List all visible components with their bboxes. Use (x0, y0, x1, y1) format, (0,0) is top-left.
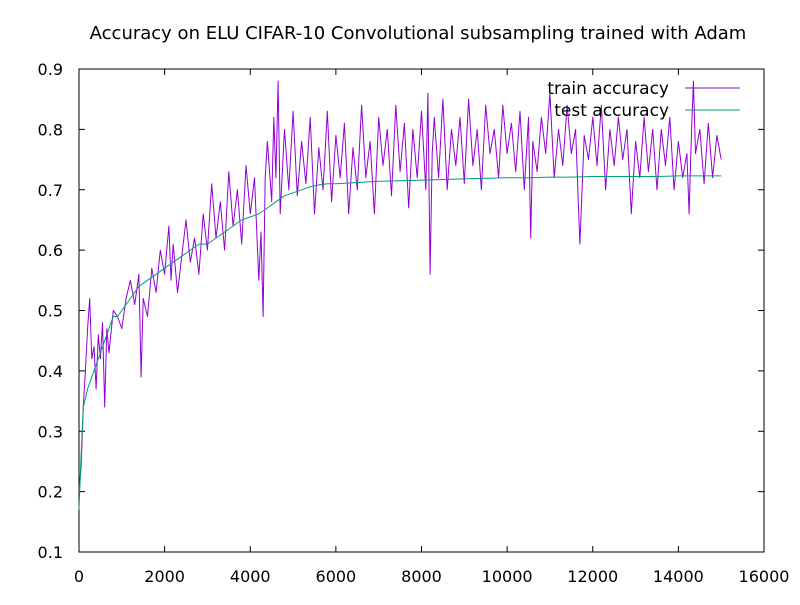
series-layer (78, 80, 722, 510)
x-tick-label: 2000 (144, 567, 185, 586)
x-tick-label: 0 (74, 567, 84, 586)
y-tick-label: 0.3 (38, 422, 63, 441)
y-tick-label: 0.1 (38, 543, 63, 562)
y-tick-label: 0.8 (38, 120, 63, 139)
legend-label-1: test accuracy (554, 101, 669, 121)
x-tick-label: 4000 (230, 567, 271, 586)
x-tick-label: 10000 (482, 567, 533, 586)
y-tick-label: 0.9 (38, 60, 63, 79)
y-tick-label: 0.4 (38, 362, 63, 381)
y-tick-label: 0.7 (38, 181, 63, 200)
x-tick-label: 8000 (401, 567, 442, 586)
series-line-1 (78, 175, 722, 510)
y-tick-label: 0.6 (38, 241, 63, 260)
y-tick-label: 0.2 (38, 483, 63, 502)
y-tick-label: 0.5 (38, 302, 63, 321)
legend-label-0: train accuracy (547, 79, 669, 99)
x-tick-label: 14000 (653, 567, 704, 586)
x-tick-label: 12000 (567, 567, 618, 586)
x-tick-label: 16000 (739, 567, 790, 586)
plot-frame (78, 68, 765, 553)
chart-title: Accuracy on ELU CIFAR-10 Convolutional s… (90, 23, 747, 44)
series-line-0 (78, 80, 722, 492)
x-tick-label: 6000 (316, 567, 357, 586)
axes: 0 2000 4000 6000 8000 10000 12000 14000 16000 0.1… (38, 60, 790, 586)
